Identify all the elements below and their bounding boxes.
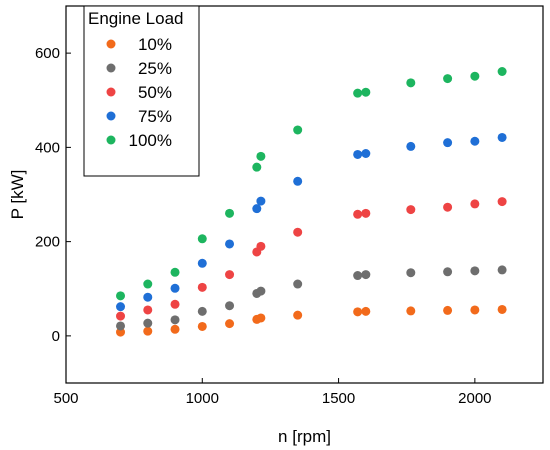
data-point-75pct [116,302,126,312]
data-point-10pct [143,326,153,336]
x-axis: 500 1000 1500 2000 [53,378,492,407]
data-point-100pct [497,67,507,77]
data-point-10pct [470,305,480,315]
data-point-100pct [293,125,303,135]
legend-title: Engine Load [88,9,183,28]
data-point-10pct [197,321,207,331]
data-point-10pct [361,306,371,316]
legend-marker [106,63,116,73]
data-point-25pct [197,306,207,316]
data-point-10pct [443,305,453,315]
data-point-25pct [256,286,266,296]
data-point-100pct [143,279,153,289]
data-point-75pct [225,239,235,249]
x-tick-label: 2000 [458,390,491,407]
data-point-25pct [225,301,235,311]
data-point-75pct [170,283,180,293]
data-point-10pct [225,319,235,329]
data-point-10pct [256,313,266,323]
x-axis-title: n [rpm] [278,427,331,446]
data-point-75pct [470,136,480,146]
y-axis: 0 200 400 600 [35,45,71,345]
data-point-100pct [197,234,207,244]
data-point-75pct [293,176,303,186]
data-point-50pct [361,208,371,218]
data-point-25pct [116,321,126,331]
data-point-100pct [170,267,180,277]
data-point-50pct [197,282,207,292]
data-point-75pct [443,138,453,148]
data-point-50pct [170,299,180,309]
data-point-75pct [252,204,262,214]
data-point-25pct [443,267,453,277]
data-point-100pct [361,87,371,97]
data-point-50pct [256,241,266,251]
data-point-50pct [443,202,453,212]
legend-label: 25% [138,59,172,78]
data-point-50pct [353,209,363,219]
legend-box [83,5,200,177]
data-point-100pct [252,162,262,172]
y-tick-label: 400 [35,139,60,156]
data-point-50pct [293,227,303,237]
legend-label: 10% [138,35,172,54]
data-point-10pct [497,304,507,314]
data-point-50pct [143,305,153,315]
plot-frame [65,5,544,384]
data-point-50pct [470,199,480,209]
legend-label: 75% [138,107,172,126]
y-tick-label: 0 [52,328,60,345]
data-point-75pct [143,292,153,302]
data-point-25pct [497,265,507,275]
data-point-100pct [443,74,453,84]
data-point-10pct [406,306,416,316]
data-point-100pct [406,78,416,88]
data-point-50pct [497,197,507,207]
data-point-25pct [470,266,480,276]
data-point-75pct [256,196,266,206]
legend-label: 100% [129,131,172,150]
data-point-10pct [353,307,363,317]
y-tick-label: 200 [35,234,60,251]
x-tick-label: 1000 [186,390,219,407]
data-point-25pct [361,270,371,280]
data-point-75pct [497,132,507,142]
data-point-25pct [293,279,303,289]
data-point-50pct [406,205,416,215]
data-point-75pct [361,149,371,159]
data-point-100pct [225,208,235,218]
y-axis-title: P [kW] [8,170,27,220]
data-point-100pct [470,71,480,81]
data-point-10pct [170,324,180,334]
data-point-75pct [406,141,416,151]
legend-marker [106,39,116,49]
data-point-50pct [225,270,235,280]
x-tick-label: 500 [53,390,78,407]
data-point-25pct [353,271,363,281]
y-tick-label: 600 [35,45,60,62]
data-point-10pct [293,310,303,320]
legend-label: 50% [138,83,172,102]
data-point-25pct [406,268,416,278]
legend-marker [106,111,116,121]
data-point-100pct [353,88,363,98]
data-point-75pct [197,258,207,268]
legend-marker [106,87,116,97]
data-point-25pct [170,315,180,325]
data-point-100pct [256,151,266,161]
data-point-100pct [116,291,126,301]
data-point-75pct [353,149,363,159]
data-point-25pct [143,318,153,328]
legend-marker [106,135,116,145]
x-tick-label: 1500 [322,390,355,407]
data-points [116,67,507,337]
legend: Engine Load 10% 25% 50% 75% 100% [83,5,200,177]
data-point-50pct [116,311,126,321]
